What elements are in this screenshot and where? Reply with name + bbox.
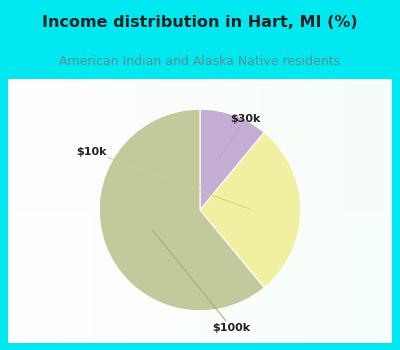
- Wedge shape: [200, 132, 301, 288]
- Wedge shape: [99, 109, 264, 311]
- Text: $100k: $100k: [152, 230, 251, 333]
- Wedge shape: [200, 109, 264, 210]
- Text: American Indian and Alaska Native residents: American Indian and Alaska Native reside…: [60, 55, 340, 68]
- Text: $10k: $10k: [76, 147, 250, 209]
- Text: $30k: $30k: [219, 114, 261, 158]
- Text: Income distribution in Hart, MI (%): Income distribution in Hart, MI (%): [42, 15, 358, 29]
